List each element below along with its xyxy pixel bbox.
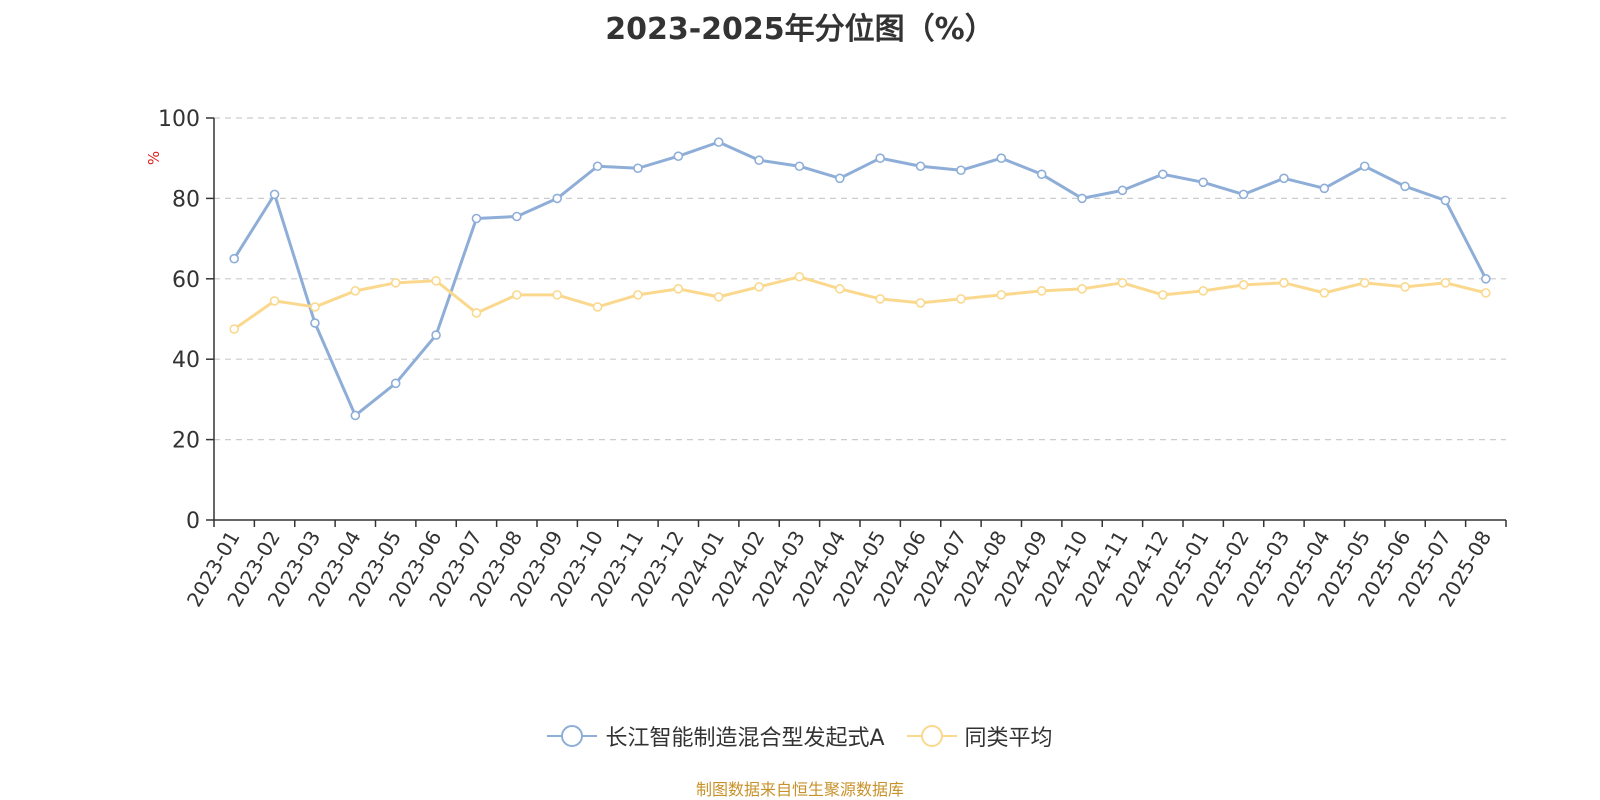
data-point-fund	[915, 161, 926, 172]
y-tick-label: 0	[186, 509, 200, 534]
data-point-average	[269, 296, 280, 306]
data-point-average	[915, 298, 926, 308]
data-point-fund	[1319, 183, 1330, 194]
data-point-fund	[1359, 161, 1370, 172]
data-point-fund	[269, 189, 280, 200]
data-point-average	[1481, 288, 1491, 298]
data-point-average	[875, 294, 885, 304]
legend-marker-average-icon	[906, 725, 957, 747]
data-point-fund	[1036, 169, 1047, 180]
data-point-fund	[1400, 181, 1410, 192]
series-line-fund	[232, 140, 1488, 417]
data-point-fund	[1117, 185, 1128, 196]
legend: 长江智能制造混合型发起式A 同类平均	[0, 720, 1600, 752]
data-source-note: 制图数据来自恒生聚源数据库	[695, 780, 904, 799]
data-point-fund	[431, 330, 441, 340]
legend-item-average[interactable]: 同类平均	[906, 720, 1053, 752]
y-tick-label: 60	[172, 268, 200, 293]
data-point-average	[1279, 278, 1289, 288]
data-point-average	[431, 276, 441, 286]
data-point-fund	[1198, 177, 1208, 188]
data-point-fund	[633, 163, 643, 174]
y-tick-label: 80	[172, 187, 200, 212]
data-point-average	[1117, 278, 1128, 288]
data-point-average	[713, 292, 724, 302]
data-point-average	[512, 290, 522, 300]
data-point-fund	[835, 173, 845, 184]
data-point-average	[754, 282, 764, 292]
data-point-fund	[390, 378, 401, 389]
data-point-average	[592, 302, 603, 312]
data-point-fund	[229, 253, 239, 264]
data-point-average	[1036, 286, 1047, 296]
chart-title: 2023-2025年分位图（%）	[605, 12, 995, 47]
data-point-average	[996, 290, 1007, 300]
data-point-average	[1359, 278, 1370, 288]
data-point-average	[1400, 282, 1410, 292]
series-line-average	[233, 275, 1487, 331]
data-point-fund	[956, 165, 966, 176]
data-point-average	[350, 286, 361, 296]
data-point-average	[310, 302, 320, 312]
legend-item-fund[interactable]: 长江智能制造混合型发起式A	[547, 720, 885, 752]
data-point-fund	[1238, 189, 1249, 200]
data-point-fund	[754, 155, 764, 166]
data-point-average	[835, 284, 845, 294]
data-point-average	[673, 284, 684, 294]
data-point-fund	[350, 410, 361, 421]
y-axis-label: %	[145, 151, 163, 165]
data-point-average	[794, 271, 805, 282]
data-point-average	[1238, 280, 1249, 290]
data-point-average	[552, 290, 562, 300]
data-point-average	[229, 324, 239, 334]
data-point-fund	[996, 153, 1007, 163]
data-point-average	[633, 290, 643, 300]
data-point-average	[1198, 286, 1208, 296]
y-tick-label: 20	[172, 429, 200, 454]
y-tick-label: 100	[158, 107, 200, 132]
data-point-average	[1077, 284, 1087, 294]
data-point-fund	[794, 161, 805, 172]
data-point-fund	[1077, 193, 1087, 204]
data-point-average	[1158, 290, 1168, 300]
data-point-average	[471, 308, 482, 318]
data-point-fund	[552, 193, 562, 204]
data-point-fund	[1440, 195, 1451, 206]
data-point-fund	[1158, 169, 1168, 180]
line-chart: 020406080100%2023-012023-022023-032023-0…	[145, 107, 1507, 611]
data-point-fund	[310, 318, 320, 328]
legend-label-average: 同类平均	[964, 726, 1053, 751]
data-point-average	[1440, 278, 1451, 288]
data-point-fund	[1279, 173, 1289, 184]
legend-label-fund: 长江智能制造混合型发起式A	[605, 726, 885, 751]
legend-marker-fund-icon	[547, 725, 598, 747]
data-point-fund	[471, 213, 482, 224]
data-point-fund	[1481, 273, 1491, 284]
data-point-average	[1319, 288, 1330, 298]
data-point-fund	[875, 153, 885, 163]
data-point-fund	[713, 137, 724, 147]
data-point-fund	[673, 151, 684, 161]
y-tick-label: 40	[172, 348, 200, 373]
data-point-average	[956, 294, 966, 304]
data-point-fund	[592, 161, 603, 172]
data-point-fund	[512, 211, 522, 222]
data-point-average	[390, 278, 401, 288]
